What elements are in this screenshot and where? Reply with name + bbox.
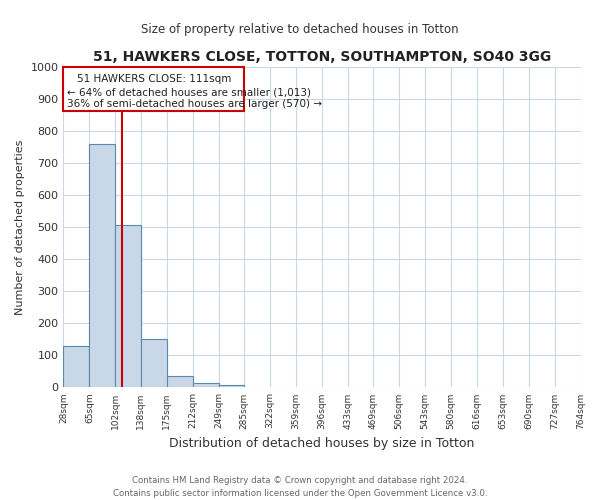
- Bar: [89, 144, 115, 388]
- Y-axis label: Number of detached properties: Number of detached properties: [15, 140, 25, 314]
- Bar: [140, 340, 167, 388]
- Bar: [218, 385, 244, 388]
- Text: Contains HM Land Registry data © Crown copyright and database right 2024.
Contai: Contains HM Land Registry data © Crown c…: [113, 476, 487, 498]
- Bar: [64, 346, 89, 388]
- Text: 51 HAWKERS CLOSE: 111sqm: 51 HAWKERS CLOSE: 111sqm: [77, 74, 231, 84]
- X-axis label: Distribution of detached houses by size in Totton: Distribution of detached houses by size …: [169, 437, 475, 450]
- Bar: [193, 382, 218, 388]
- Bar: [167, 376, 193, 388]
- Bar: [115, 226, 140, 388]
- FancyBboxPatch shape: [64, 66, 244, 112]
- Text: 36% of semi-detached houses are larger (570) →: 36% of semi-detached houses are larger (…: [67, 100, 322, 110]
- Title: 51, HAWKERS CLOSE, TOTTON, SOUTHAMPTON, SO40 3GG: 51, HAWKERS CLOSE, TOTTON, SOUTHAMPTON, …: [93, 50, 551, 64]
- Text: Size of property relative to detached houses in Totton: Size of property relative to detached ho…: [141, 22, 459, 36]
- Text: ← 64% of detached houses are smaller (1,013): ← 64% of detached houses are smaller (1,…: [67, 88, 311, 98]
